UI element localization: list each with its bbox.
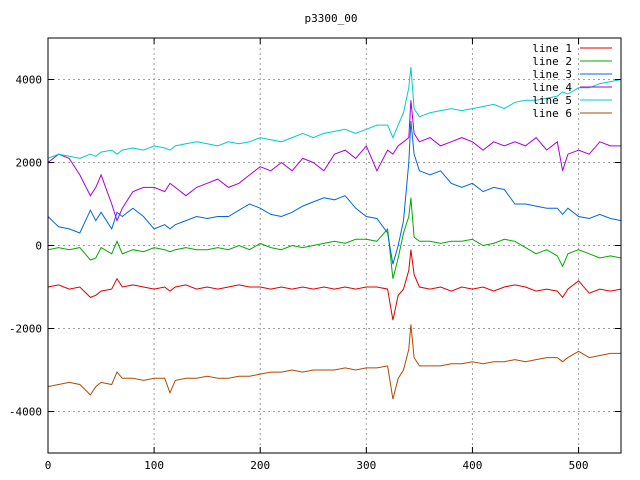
axis-ticks: 0 100 200 300 400 500 -4000 -2000 0 2000 4000 — [9, 38, 621, 472]
y-tick-label: -2000 — [9, 323, 42, 336]
legend-label: line 2 — [532, 55, 572, 68]
y-tick-label: 0 — [35, 240, 42, 253]
series-line-4 — [47, 100, 621, 223]
legend-label: line 5 — [532, 94, 572, 107]
y-tick-label: 4000 — [16, 74, 43, 87]
series-line-3 — [47, 120, 622, 265]
grid — [47, 38, 621, 453]
x-tick-label: 400 — [463, 459, 483, 472]
legend-label: line 1 — [532, 42, 572, 55]
x-tick-label: 300 — [356, 459, 376, 472]
x-tick-label: 200 — [250, 459, 270, 472]
chart-title: p3300_00 — [305, 12, 358, 25]
legend-label: line 4 — [532, 81, 572, 94]
y-tick-label: -4000 — [9, 406, 42, 419]
series-line-2 — [47, 197, 622, 279]
y-tick-label: 2000 — [16, 157, 43, 170]
series-line-1 — [47, 249, 622, 321]
legend-label: line 3 — [532, 68, 572, 81]
series-line-5 — [47, 66, 622, 159]
series-line-6 — [47, 324, 621, 400]
x-tick-label: 500 — [569, 459, 589, 472]
x-tick-label: 0 — [45, 459, 52, 472]
series-lines — [47, 66, 622, 400]
legend-label: line 6 — [532, 107, 572, 120]
x-tick-label: 100 — [144, 459, 164, 472]
